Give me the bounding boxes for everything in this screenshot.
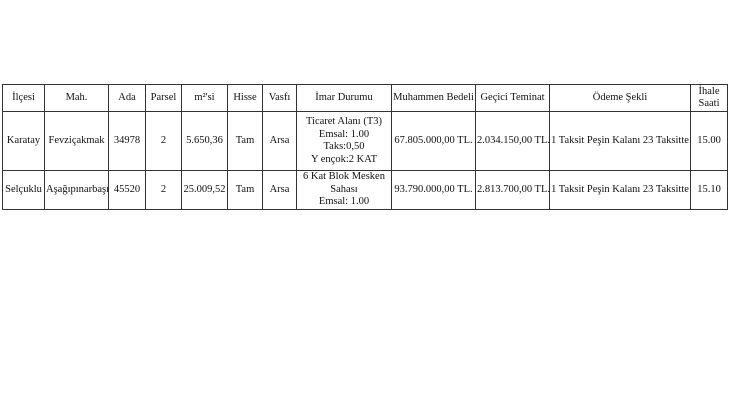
header-ada: Ada bbox=[108, 84, 146, 112]
header-teminat: Geçici Teminat bbox=[475, 84, 550, 112]
header-saat: İhale Saati bbox=[690, 84, 728, 112]
cell-hisse: Tam bbox=[227, 170, 263, 210]
header-mah: Mah. bbox=[44, 84, 109, 112]
cell-vasfi: Arsa bbox=[262, 170, 297, 210]
cell-saat: 15.10 bbox=[690, 170, 728, 210]
cell-mah: Fevziçakmak bbox=[44, 111, 109, 171]
cell-mah: Aşağıpınarbaşı bbox=[44, 170, 109, 210]
cell-hisse: Tam bbox=[227, 111, 263, 171]
cell-ada: 34978 bbox=[108, 111, 146, 171]
header-hisse: Hisse bbox=[227, 84, 263, 112]
cell-parsel: 2 bbox=[145, 111, 182, 171]
header-ilce: İlçesi bbox=[2, 84, 45, 112]
cell-m2: 25.009,52 bbox=[181, 170, 228, 210]
cell-odeme: 1 Taksit Peşin Kalanı 23 Taksitte bbox=[549, 170, 691, 210]
cell-bedel: 67.805.000,00 TL. bbox=[391, 111, 476, 171]
cell-odeme: 1 Taksit Peşin Kalanı 23 Taksitte bbox=[549, 111, 691, 171]
header-bedel: Muhammen Bedeli bbox=[391, 84, 476, 112]
cell-ada: 45520 bbox=[108, 170, 146, 210]
table-row: Karatay Fevziçakmak 34978 2 5.650,36 Tam… bbox=[2, 111, 728, 171]
header-vasfi: Vasfı bbox=[262, 84, 297, 112]
cell-saat: 15.00 bbox=[690, 111, 728, 171]
cell-vasfi: Arsa bbox=[262, 111, 297, 171]
header-imar: İmar Durumu bbox=[296, 84, 392, 112]
cell-teminat: 2.034.150,00 TL. bbox=[475, 111, 550, 171]
cell-bedel: 93.790.000,00 TL. bbox=[391, 170, 476, 210]
table-row: Selçuklu Aşağıpınarbaşı 45520 2 25.009,5… bbox=[2, 170, 728, 210]
cell-imar: 6 Kat Blok Mesken Sahası Emsal: 1.00 bbox=[296, 170, 392, 210]
auction-table: İlçesi Mah. Ada Parsel m²'si Hisse Vasfı… bbox=[2, 84, 728, 210]
header-parsel: Parsel bbox=[145, 84, 182, 112]
cell-ilce: Selçuklu bbox=[2, 170, 45, 210]
cell-parsel: 2 bbox=[145, 170, 182, 210]
header-odeme: Ödeme Şekli bbox=[549, 84, 691, 112]
cell-ilce: Karatay bbox=[2, 111, 45, 171]
header-m2: m²'si bbox=[181, 84, 228, 112]
cell-teminat: 2.813.700,00 TL. bbox=[475, 170, 550, 210]
cell-m2: 5.650,36 bbox=[181, 111, 228, 171]
header-row: İlçesi Mah. Ada Parsel m²'si Hisse Vasfı… bbox=[2, 84, 728, 112]
cell-imar: Ticaret Alanı (T3) Emsal: 1.00 Taks:0,50… bbox=[296, 111, 392, 171]
